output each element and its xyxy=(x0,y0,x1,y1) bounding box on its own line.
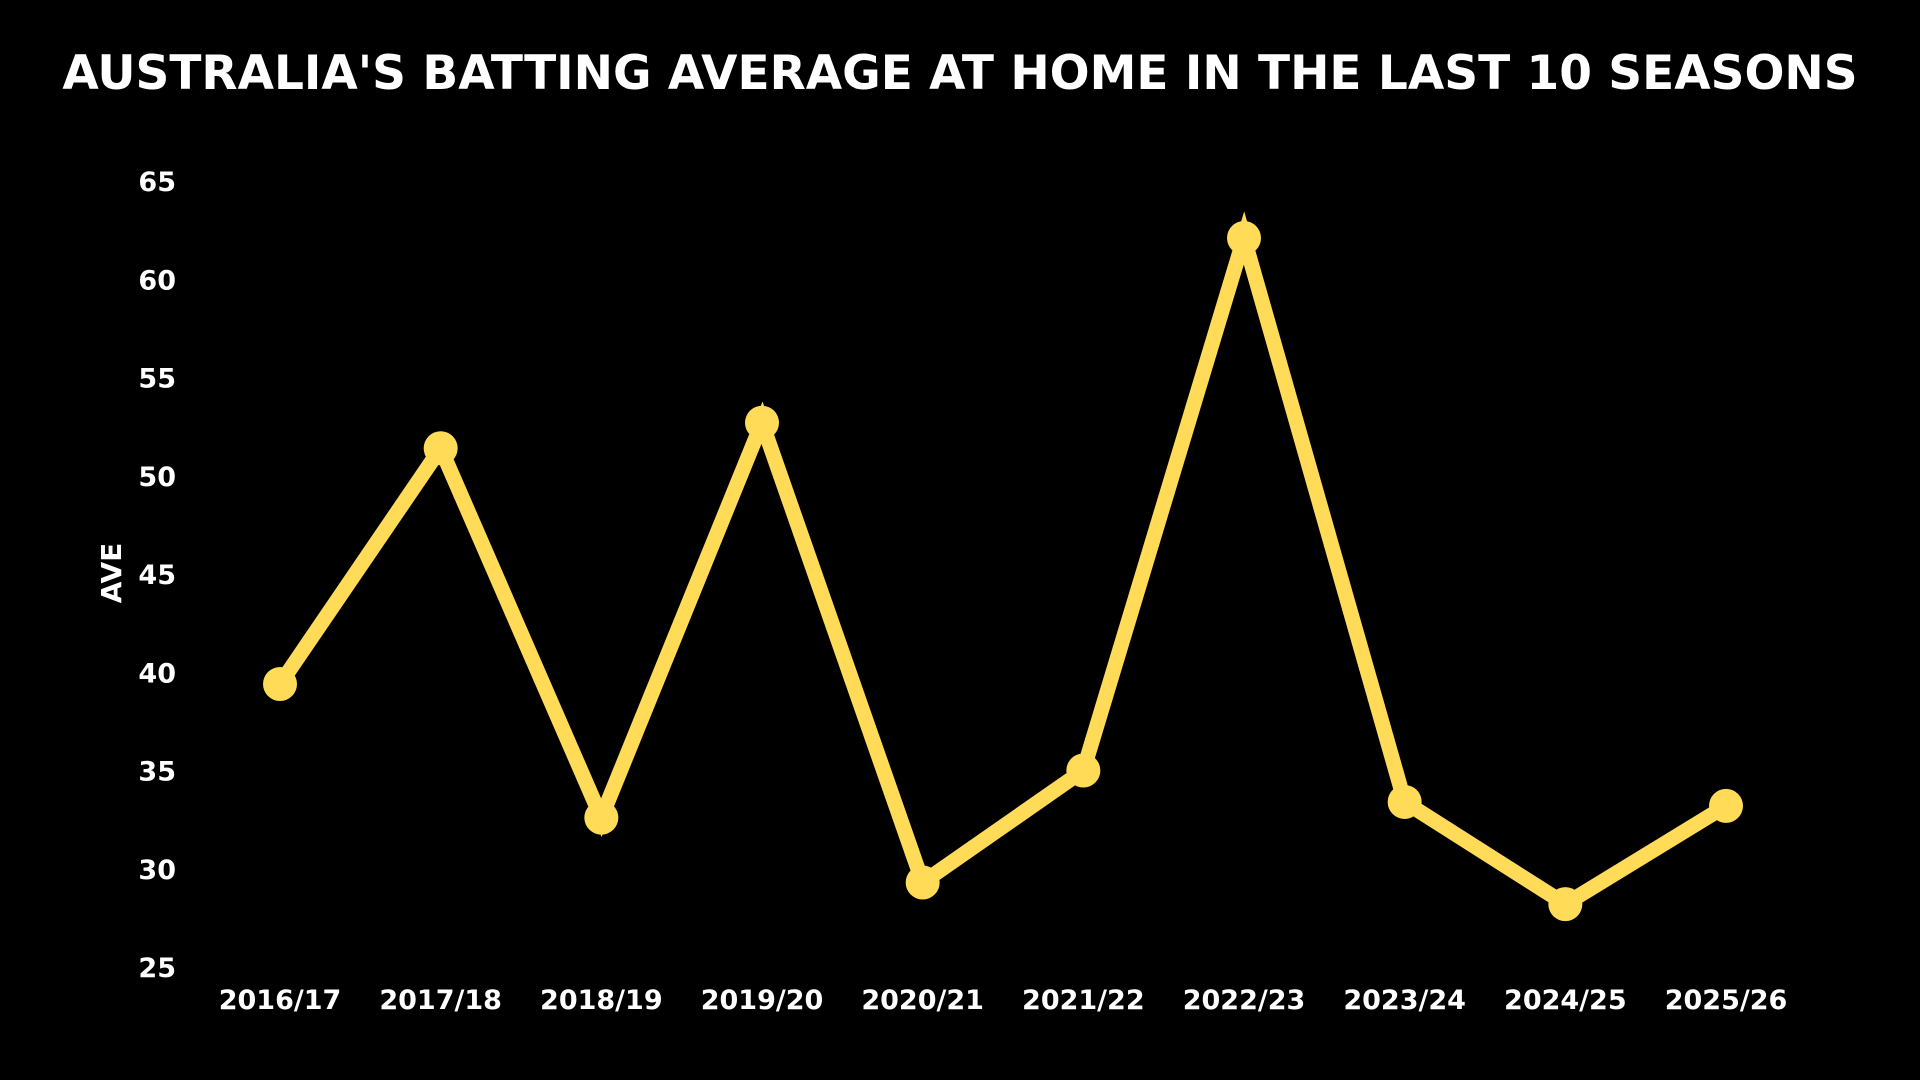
x-tick-label: 2019/20 xyxy=(701,985,824,1016)
y-tick-label: 55 xyxy=(138,364,176,395)
x-tick-label: 2024/25 xyxy=(1504,985,1627,1016)
series-line xyxy=(272,211,1734,913)
y-tick-label: 60 xyxy=(138,265,176,296)
data-point xyxy=(1066,753,1101,788)
y-tick-label: 30 xyxy=(138,855,176,886)
data-point xyxy=(745,405,779,440)
y-tick-label: 45 xyxy=(138,560,176,591)
x-tick-label: 2020/21 xyxy=(861,985,984,1016)
data-point xyxy=(423,431,458,466)
x-tick-label: 2022/23 xyxy=(1183,985,1306,1016)
x-tick-label: 2017/18 xyxy=(379,985,502,1016)
y-tick-label: 35 xyxy=(138,757,176,788)
x-tick-label: 2018/19 xyxy=(540,985,663,1016)
y-axis-label-group: AVE xyxy=(95,543,128,604)
data-point xyxy=(1548,887,1583,922)
y-tick-label: 50 xyxy=(138,462,176,493)
data-points-group xyxy=(263,220,1743,922)
data-point xyxy=(905,865,940,900)
x-tick-label: 2021/22 xyxy=(1022,985,1145,1016)
y-tick-label: 25 xyxy=(138,953,176,984)
x-axis-ticks: 2016/17 2017/18 2018/19 2019/20 2020/21 2021/… xyxy=(219,985,1788,1016)
chart-title: AUSTRALIA'S BATTING AVERAGE AT HOME IN T… xyxy=(62,46,1858,101)
y-axis-ticks: 25 30 35 40 45 50 55 60 65 xyxy=(138,167,176,984)
y-axis-label: AVE xyxy=(95,543,128,604)
x-tick-label: 2016/17 xyxy=(219,985,342,1016)
y-tick-label: 65 xyxy=(138,167,176,198)
data-point xyxy=(1387,784,1422,819)
x-tick-label: 2023/24 xyxy=(1343,985,1466,1016)
data-point xyxy=(1227,220,1261,255)
data-point xyxy=(1709,788,1743,823)
data-point xyxy=(584,800,619,835)
x-tick-label: 2025/26 xyxy=(1665,985,1788,1016)
series-line-group xyxy=(272,211,1734,913)
y-tick-label: 40 xyxy=(138,658,176,689)
data-point xyxy=(263,667,297,702)
